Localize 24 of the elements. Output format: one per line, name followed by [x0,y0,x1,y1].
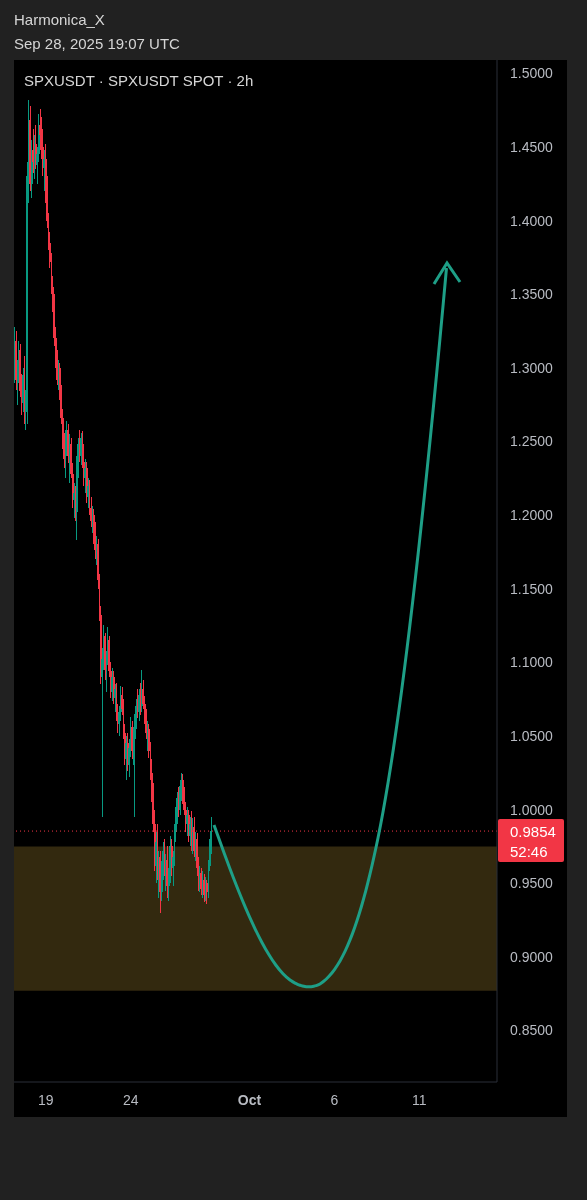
y-tick-label: 1.4500 [510,138,554,155]
y-tick-label: 1.5000 [510,65,554,82]
x-tick-label: Oct [237,1092,262,1108]
x-tick-label: 24 [122,1092,139,1108]
y-tick-label: 0.8500 [510,1022,554,1039]
y-tick-label: 1.3000 [510,359,554,376]
x-tick-label: 19 [38,1092,54,1108]
x-tick-label: 6 [330,1092,339,1108]
y-tick-label: 1.4000 [510,212,554,229]
x-tick-label: 11 [411,1092,427,1108]
ref-line-label: 0.9854 [510,822,556,840]
y-tick-label: 1.0500 [510,727,554,744]
y-tick-label: 1.1000 [510,654,554,671]
y-tick-label: 0.9500 [510,875,554,892]
y-tick-label: 1.0000 [510,801,554,818]
y-tick-label: 1.1500 [510,580,554,597]
text: SPXUSDT · SPXUSDT SPOT · 2h [24,72,254,89]
y-tick-label: 1.2000 [510,507,554,524]
text: Harmonica_X [14,11,105,28]
y-tick-label: 1.3500 [510,286,554,303]
y-tick-label: 1.2500 [510,433,554,450]
y-tick-label: 0.9000 [510,948,554,965]
text: 52:46 [510,842,548,860]
text: Sep 28, 2025 19:07 UTC [14,35,180,52]
